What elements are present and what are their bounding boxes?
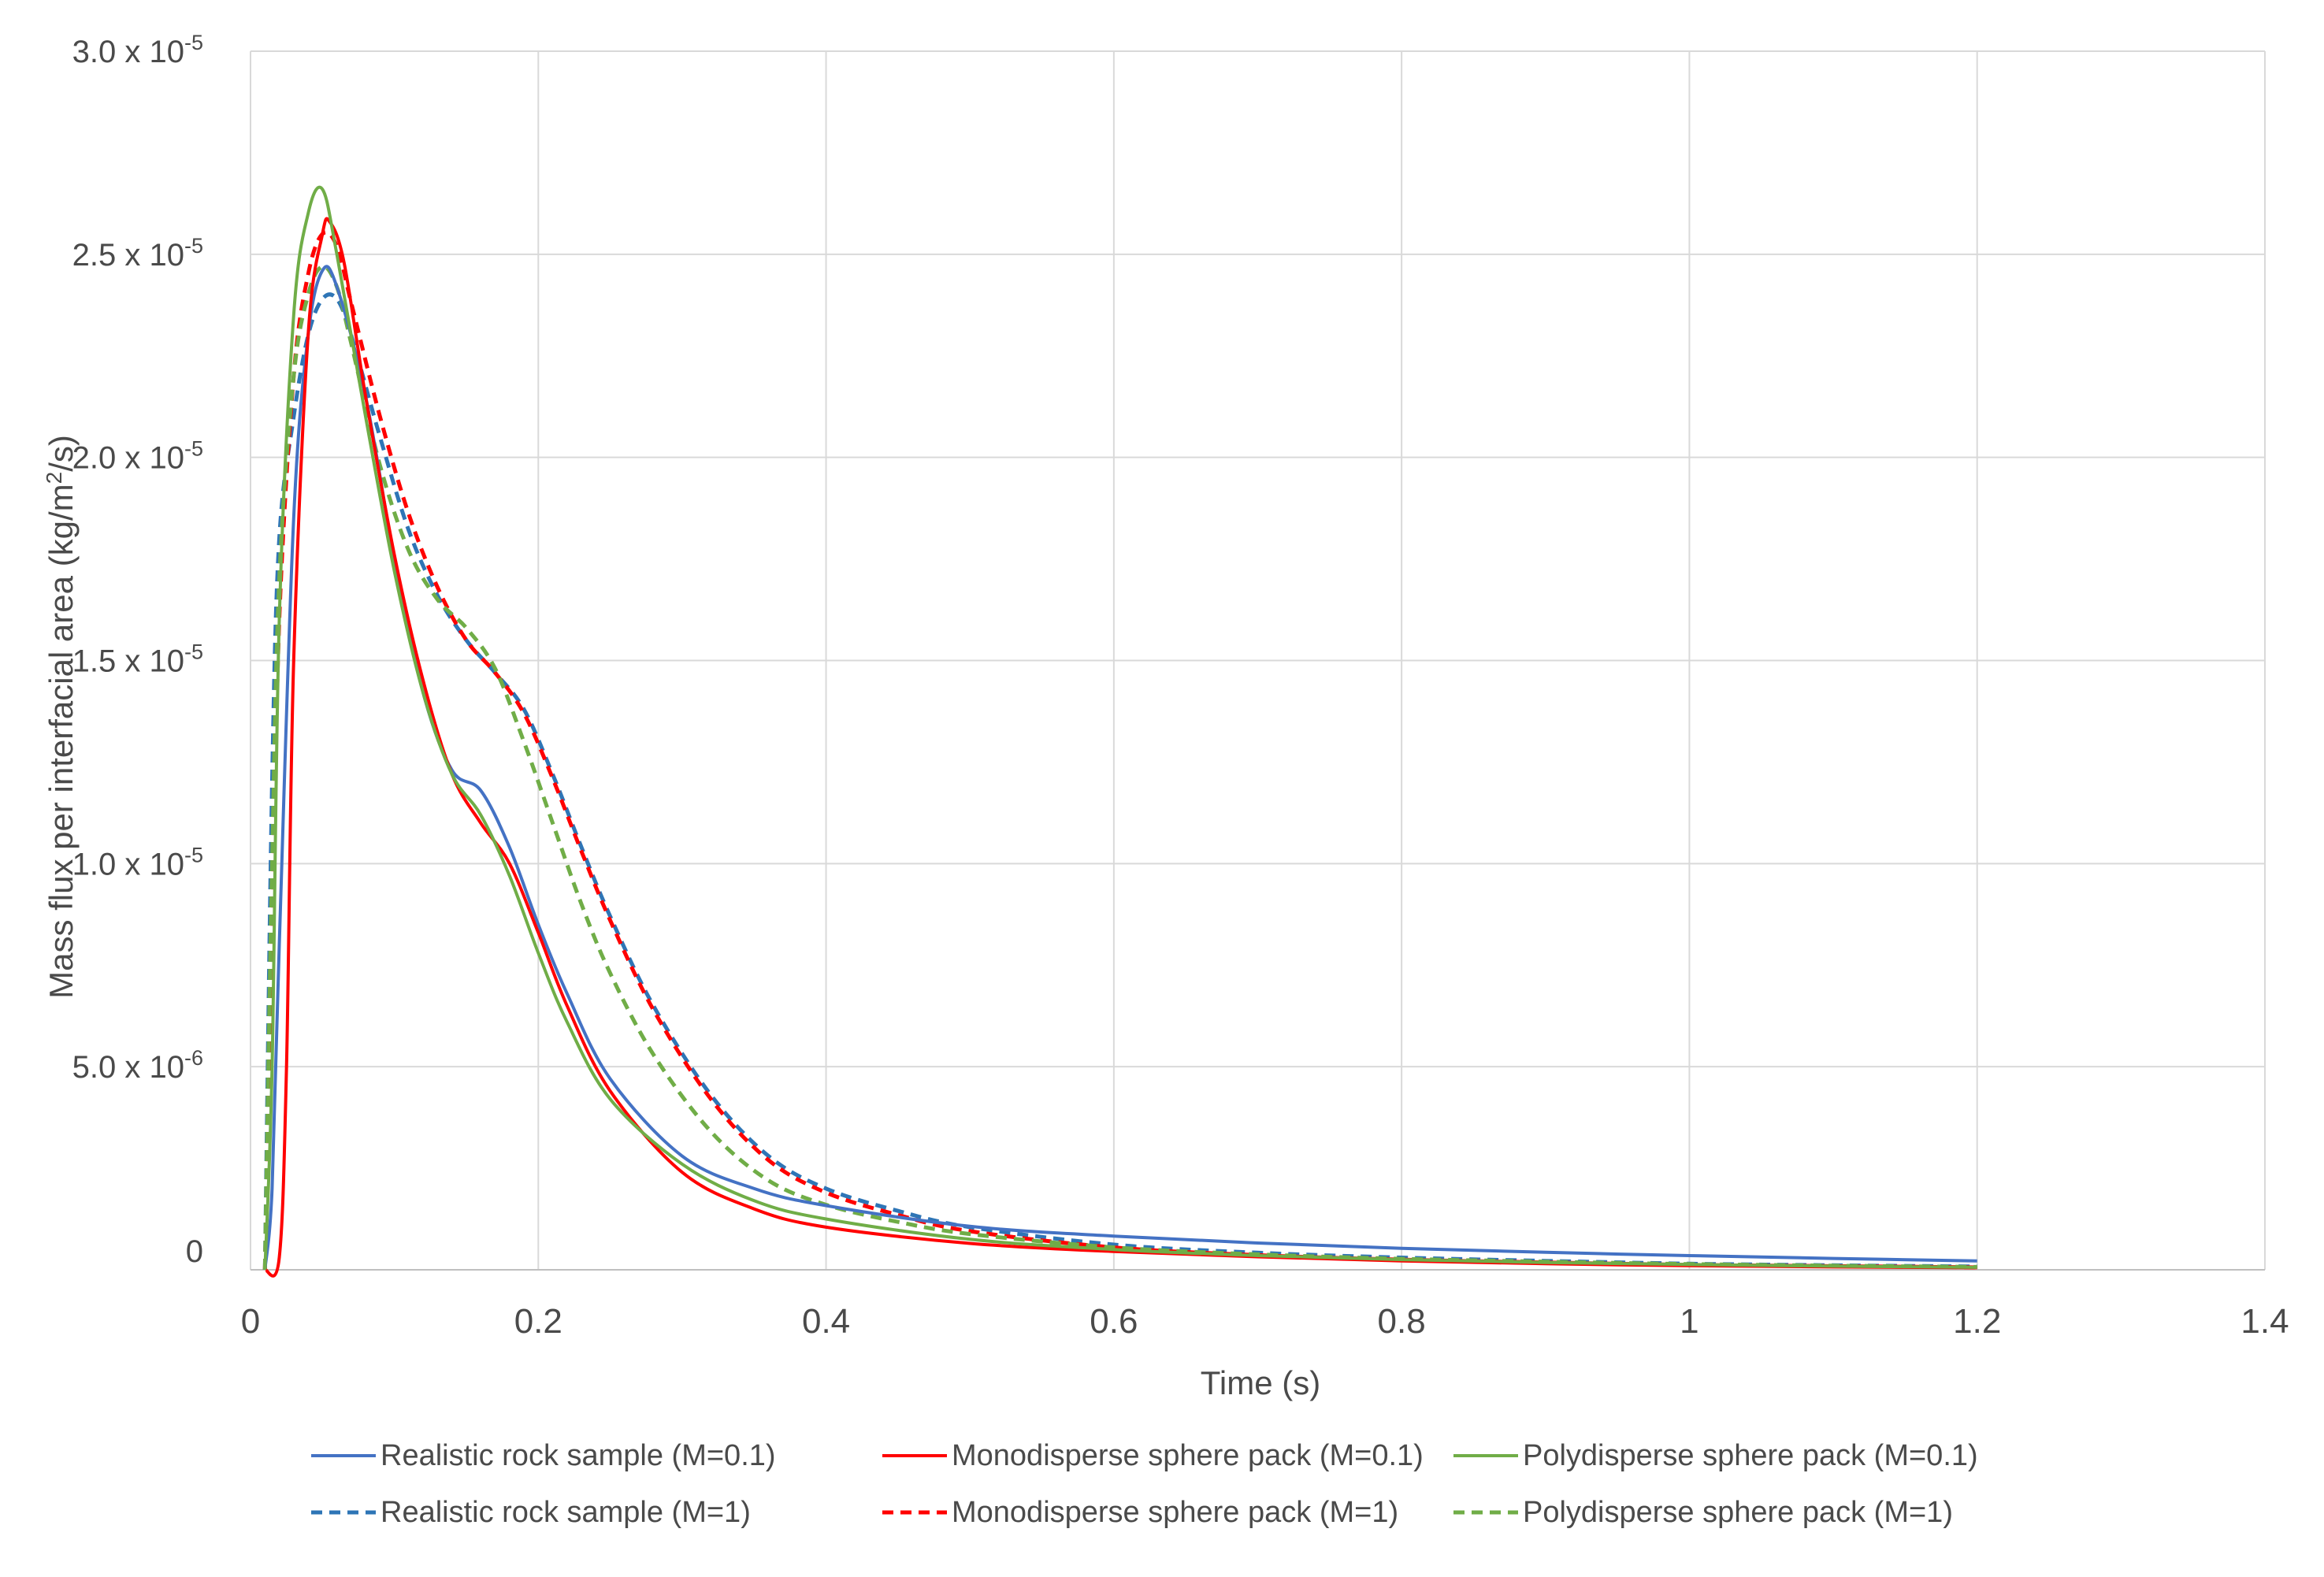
series-line-polydisperse-sphere-pack-m-0-1 xyxy=(263,185,1977,1271)
y-tick-exponent: -5 xyxy=(184,843,203,866)
series-line-monodisperse-sphere-pack-m-0-1 xyxy=(263,217,1977,1278)
series-line-realistic-rock-sample-m-1 xyxy=(262,292,1977,1271)
y-tick-label: 2.5 x 10-5 xyxy=(72,234,203,273)
x-tick-label: 0.8 xyxy=(1378,1302,1426,1341)
legend: Realistic rock sample (M=0.1) Monodispers… xyxy=(311,1439,1978,1529)
x-tick-label: 1.2 xyxy=(1953,1302,2001,1341)
series-line-realistic-rock-sample-m-0-1 xyxy=(263,265,1977,1271)
series-line-polydisperse-sphere-pack-m-1 xyxy=(262,264,1977,1271)
y-tick-label: 3.0 x 10-5 xyxy=(72,31,203,69)
y-tick-mantissa: 5.0 x 10 xyxy=(72,1050,184,1085)
y-tick-exponent: -5 xyxy=(184,437,203,461)
series-line-monodisperse-sphere-pack-m-1 xyxy=(262,230,1977,1271)
y-tick-mantissa: 2.0 x 10 xyxy=(72,441,184,476)
x-tick-label: 0.6 xyxy=(1090,1302,1138,1341)
legend-label: Monodisperse sphere pack (M=0.1) xyxy=(952,1439,1424,1472)
tick-labels: 0 0.2 0.4 0.6 0.8 1 1.2 1.405.0 x 10-61.0 x 10-… xyxy=(72,31,2289,1341)
legend-item: Realistic rock sample (M=1) xyxy=(311,1496,751,1529)
y-tick-mantissa: 3.0 x 10 xyxy=(72,35,184,69)
legend-item: Monodisperse sphere pack (M=0.1) xyxy=(882,1439,1424,1472)
y-axis-title: Mass flux per interfacial area (kg/m2/s) xyxy=(42,435,80,999)
legend-label: Polydisperse sphere pack (M=0.1) xyxy=(1523,1439,1978,1472)
y-axis-title-sup: 2 xyxy=(42,472,66,484)
axis-titles: Time (s) Mass flux per interfacial area … xyxy=(42,435,1320,1401)
series-lines xyxy=(262,185,1977,1278)
legend-label: Realistic rock sample (M=1) xyxy=(381,1496,751,1529)
y-tick-mantissa: 1.5 x 10 xyxy=(72,644,184,679)
y-tick-exponent: -6 xyxy=(184,1046,203,1070)
x-tick-label: 0 xyxy=(241,1302,260,1341)
x-tick-label: 0.4 xyxy=(802,1302,850,1341)
legend-item: Monodisperse sphere pack (M=1) xyxy=(882,1496,1398,1529)
y-tick-exponent: -5 xyxy=(184,640,203,664)
y-tick-exponent: -5 xyxy=(184,31,203,54)
y-tick-label: 1.5 x 10-5 xyxy=(72,640,203,679)
y-tick-exponent: -5 xyxy=(184,234,203,258)
x-tick-label: 1.4 xyxy=(2240,1302,2289,1341)
y-axis-title-tail: /s) xyxy=(43,435,80,472)
legend-label: Realistic rock sample (M=0.1) xyxy=(381,1439,776,1472)
y-tick-label: 0 xyxy=(186,1234,203,1269)
y-tick-mantissa: 1.0 x 10 xyxy=(72,847,184,881)
y-tick-mantissa: 2.5 x 10 xyxy=(72,238,184,273)
y-tick-label: 2.0 x 10-5 xyxy=(72,437,203,476)
legend-item: Realistic rock sample (M=0.1) xyxy=(311,1439,776,1472)
x-axis-title: Time (s) xyxy=(1201,1364,1320,1401)
y-axis-title-text: Mass flux per interfacial area (kg/m xyxy=(43,484,80,999)
x-tick-label: 0.2 xyxy=(514,1302,562,1341)
x-tick-label: 1 xyxy=(1680,1302,1698,1341)
y-tick-mantissa: 0 xyxy=(186,1234,203,1269)
y-tick-label: 5.0 x 10-6 xyxy=(72,1046,203,1085)
gridlines xyxy=(251,50,2266,1270)
legend-label: Monodisperse sphere pack (M=1) xyxy=(952,1496,1398,1529)
legend-label: Polydisperse sphere pack (M=1) xyxy=(1523,1496,1953,1529)
legend-item: Polydisperse sphere pack (M=1) xyxy=(1453,1496,1953,1529)
legend-item: Polydisperse sphere pack (M=0.1) xyxy=(1453,1439,1978,1472)
y-tick-label: 1.0 x 10-5 xyxy=(72,843,203,881)
axes xyxy=(250,51,2265,1271)
